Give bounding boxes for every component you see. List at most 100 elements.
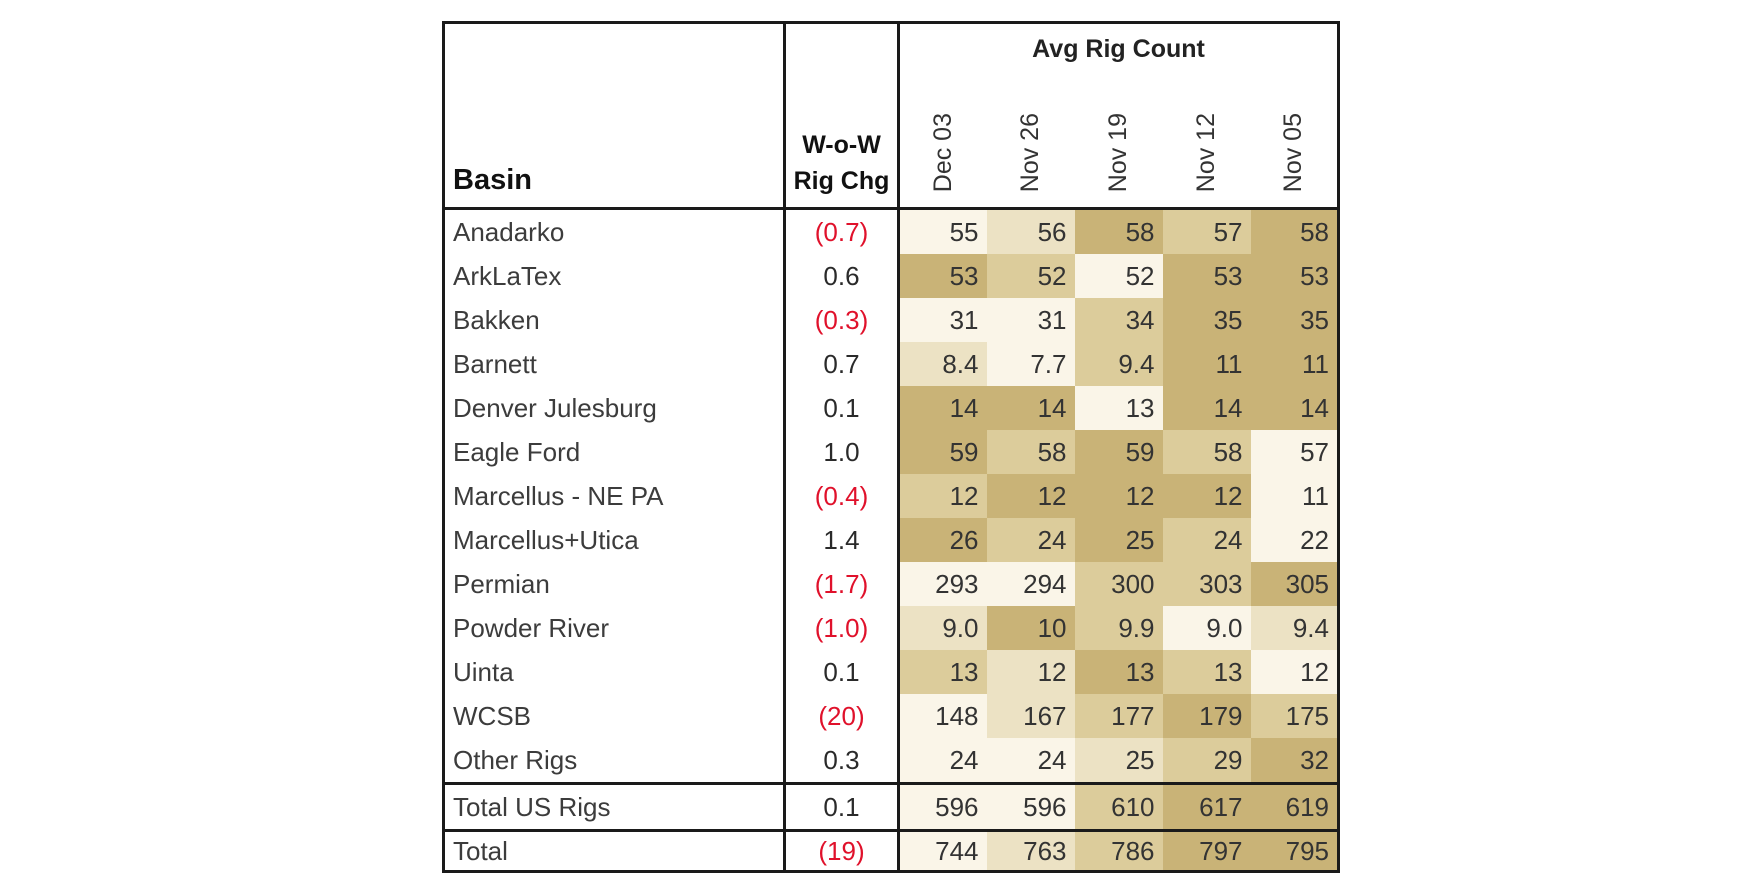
- rig-count-cell: 24: [986, 738, 1075, 784]
- rig-count-cell: 596: [986, 782, 1075, 831]
- basin-name: ArkLaTex: [442, 254, 786, 298]
- basin-name: Denver Julesburg: [442, 386, 786, 430]
- table-row: Uinta 0.1 13 12 13 13 12: [442, 650, 1340, 694]
- rig-count-cell: 31: [898, 298, 987, 342]
- rig-count-cell: 56: [986, 207, 1075, 254]
- wow-rig-change: 0.3: [784, 738, 900, 784]
- rig-count-cell: 59: [898, 430, 987, 474]
- rig-count-cell: 596: [898, 782, 987, 831]
- basin-name: Marcellus+Utica: [442, 518, 786, 562]
- date-header: Nov 12: [1163, 74, 1251, 209]
- rig-count-cell: 24: [898, 738, 987, 784]
- date-header: Nov 26: [987, 74, 1075, 209]
- rig-count-cell: 57: [1250, 430, 1340, 474]
- rig-count-cell: 58: [1250, 207, 1340, 254]
- rig-count-cell: 305: [1250, 562, 1340, 606]
- rig-count-cell: 300: [1074, 562, 1163, 606]
- rig-count-cell: 58: [986, 430, 1075, 474]
- rig-count-cell: 179: [1162, 694, 1251, 738]
- wow-rig-change: (0.4): [784, 474, 900, 518]
- table-row: Marcellus+Utica 1.4 26 24 25 24 22: [442, 518, 1340, 562]
- rig-count-cell: 786: [1074, 829, 1163, 873]
- table-row: Powder River (1.0) 9.0 10 9.9 9.0 9.4: [442, 606, 1340, 650]
- rig-count-cell: 14: [1250, 386, 1340, 430]
- rig-count-cell: 11: [1250, 342, 1340, 386]
- rig-count-cell: 797: [1162, 829, 1251, 873]
- table-row: Other Rigs 0.3 24 24 25 29 32: [442, 738, 1340, 784]
- table-row: Total (19) 744 763 786 797 795: [442, 829, 1340, 873]
- avg-rig-count-header: Avg Rig Count: [898, 21, 1340, 74]
- table-row: ArkLaTex 0.6 53 52 52 53 53: [442, 254, 1340, 298]
- rig-count-cell: 9.4: [1074, 342, 1163, 386]
- rig-count-cell: 26: [898, 518, 987, 562]
- rig-count-cell: 13: [1162, 650, 1251, 694]
- basin-header: Basin: [442, 21, 786, 209]
- rig-count-cell: 13: [898, 650, 987, 694]
- basin-name: Powder River: [442, 606, 786, 650]
- rig-count-cell: 9.4: [1250, 606, 1340, 650]
- rig-count-cell: 744: [898, 829, 987, 873]
- rig-count-cell: 53: [1162, 254, 1251, 298]
- table-row: Barnett 0.7 8.4 7.7 9.4 11 11: [442, 342, 1340, 386]
- rig-count-cell: 12: [1074, 474, 1163, 518]
- table-row: Eagle Ford 1.0 59 58 59 58 57: [442, 430, 1340, 474]
- rig-count-cell: 293: [898, 562, 987, 606]
- rig-count-cell: 303: [1162, 562, 1251, 606]
- rig-count-table-container: Basin W-o-W Rig Chg Avg Rig Count Dec 03 N…: [442, 21, 1340, 873]
- wow-rig-change: 0.6: [784, 254, 900, 298]
- rig-count-cell: 13: [1074, 650, 1163, 694]
- rig-count-cell: 22: [1250, 518, 1340, 562]
- rig-count-cell: 58: [1074, 207, 1163, 254]
- rig-count-cell: 167: [986, 694, 1075, 738]
- rig-count-cell: 59: [1074, 430, 1163, 474]
- rig-count-cell: 12: [1162, 474, 1251, 518]
- rig-count-cell: 10: [986, 606, 1075, 650]
- rig-count-cell: 610: [1074, 782, 1163, 831]
- rig-count-cell: 8.4: [898, 342, 987, 386]
- basin-name: Total: [442, 829, 786, 873]
- rig-count-cell: 57: [1162, 207, 1251, 254]
- basin-name: Uinta: [442, 650, 786, 694]
- date-header: Dec 03: [899, 74, 987, 209]
- rig-count-cell: 29: [1162, 738, 1251, 784]
- wow-rig-change: 0.7: [784, 342, 900, 386]
- date-header-label: Nov 26: [1016, 112, 1044, 192]
- wow-rig-change: 1.0: [784, 430, 900, 474]
- table-row: Anadarko (0.7) 55 56 58 57 58: [442, 207, 1340, 254]
- wow-rig-change: (19): [784, 829, 900, 873]
- basin-name: Bakken: [442, 298, 786, 342]
- rig-count-cell: 34: [1074, 298, 1163, 342]
- rig-count-cell: 12: [1250, 650, 1340, 694]
- rig-count-cell: 14: [898, 386, 987, 430]
- date-header-label: Nov 19: [1104, 112, 1132, 192]
- rig-count-cell: 58: [1162, 430, 1251, 474]
- date-header-label: Dec 03: [928, 112, 957, 192]
- rig-count-cell: 55: [898, 207, 987, 254]
- table-row: Denver Julesburg 0.1 14 14 13 14 14: [442, 386, 1340, 430]
- rig-count-cell: 14: [1162, 386, 1251, 430]
- wow-rig-change: 1.4: [784, 518, 900, 562]
- rig-count-cell: 795: [1250, 829, 1340, 873]
- table-row: Permian (1.7) 293 294 300 303 305: [442, 562, 1340, 606]
- rig-count-cell: 148: [898, 694, 987, 738]
- table-row: Total US Rigs 0.1 596 596 610 617 619: [442, 782, 1340, 831]
- table-row: Marcellus - NE PA (0.4) 12 12 12 12 11: [442, 474, 1340, 518]
- rig-count-cell: 175: [1250, 694, 1340, 738]
- rig-count-cell: 12: [898, 474, 987, 518]
- rig-count-cell: 9.9: [1074, 606, 1163, 650]
- wow-rig-change: (0.3): [784, 298, 900, 342]
- rig-count-cell: 25: [1074, 518, 1163, 562]
- date-header: Nov 19: [1075, 74, 1163, 209]
- date-header: Nov 05: [1250, 74, 1340, 209]
- rig-count-cell: 11: [1162, 342, 1251, 386]
- basin-name: Marcellus - NE PA: [442, 474, 786, 518]
- basin-name: Eagle Ford: [442, 430, 786, 474]
- wow-rig-change: 0.1: [784, 650, 900, 694]
- rig-count-cell: 619: [1250, 782, 1340, 831]
- rig-count-cell: 25: [1074, 738, 1163, 784]
- rig-count-cell: 35: [1162, 298, 1251, 342]
- wow-rig-change: (0.7): [784, 207, 900, 254]
- rig-count-cell: 35: [1250, 298, 1340, 342]
- wow-header-line1: W-o-W: [802, 131, 881, 159]
- rig-count-cell: 53: [898, 254, 987, 298]
